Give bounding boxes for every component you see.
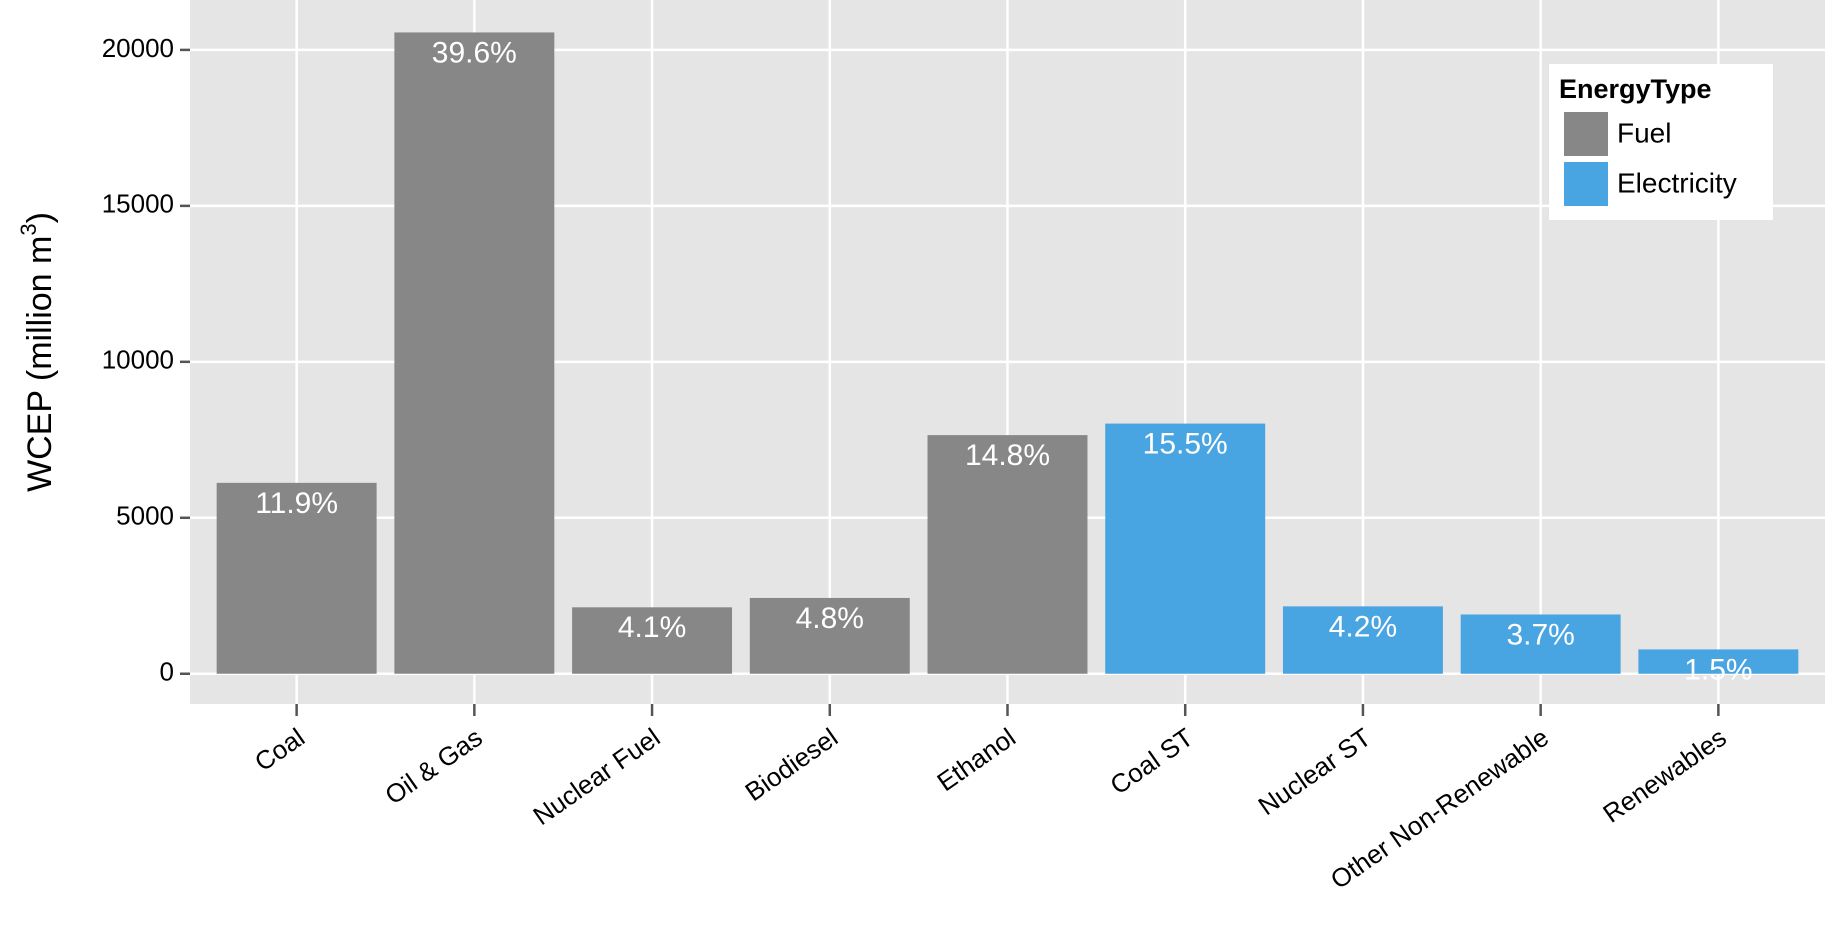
legend-label: Fuel xyxy=(1617,117,1671,148)
x-tick-label: Nuclear Fuel xyxy=(527,722,665,831)
y-tick-label: 5000 xyxy=(116,501,174,531)
bar-label: 1.5% xyxy=(1684,653,1752,686)
bars: 11.9% 39.6% 4.1% 4.8% 14.8% 15.5% 4.2% 3.7% 1.5% xyxy=(216,32,1799,686)
bar-label: 4.1% xyxy=(618,611,686,644)
y-axis-label-sup: 3 xyxy=(16,223,41,235)
legend-label: Electricity xyxy=(1617,167,1737,198)
bar-label: 15.5% xyxy=(1143,428,1228,461)
bar xyxy=(1105,423,1266,674)
y-tick-label: 20000 xyxy=(102,33,174,63)
x-tick-label: Coal xyxy=(249,722,310,777)
bar-label: 11.9% xyxy=(255,487,338,520)
x-tick-label: Oil & Gas xyxy=(379,722,487,810)
bar xyxy=(749,597,910,674)
legend-title: EnergyType xyxy=(1559,74,1712,104)
bar-label: 3.7% xyxy=(1506,618,1574,651)
x-tick-label: Biodiesel xyxy=(740,722,844,807)
y-axis-label: WCEP (million m3) xyxy=(16,212,59,492)
bar-label: 4.8% xyxy=(796,602,864,635)
y-tick-label: 15000 xyxy=(102,189,174,219)
y-axis-label-end: ) xyxy=(21,212,59,223)
bar-label: 39.6% xyxy=(432,36,517,69)
legend-key xyxy=(1562,110,1610,158)
bar xyxy=(394,32,555,674)
bar xyxy=(1282,606,1443,674)
bar xyxy=(1638,649,1799,674)
x-tick-label: Ethanol xyxy=(931,722,1020,797)
y-tick-label: 10000 xyxy=(102,345,174,375)
bar-label: 14.8% xyxy=(965,439,1050,472)
x-tick-label: Renewables xyxy=(1597,722,1731,829)
bar xyxy=(216,482,377,674)
bar xyxy=(1460,614,1621,674)
x-tick-label: Nuclear ST xyxy=(1253,722,1377,821)
legend-key xyxy=(1562,160,1610,208)
y-axis-label-text: WCEP (million m xyxy=(21,236,59,492)
y-tick-label: 0 xyxy=(160,657,174,687)
bar xyxy=(927,435,1088,674)
bar xyxy=(572,607,733,674)
x-tick-label: Coal ST xyxy=(1104,722,1198,801)
bar-label: 4.2% xyxy=(1329,610,1397,643)
